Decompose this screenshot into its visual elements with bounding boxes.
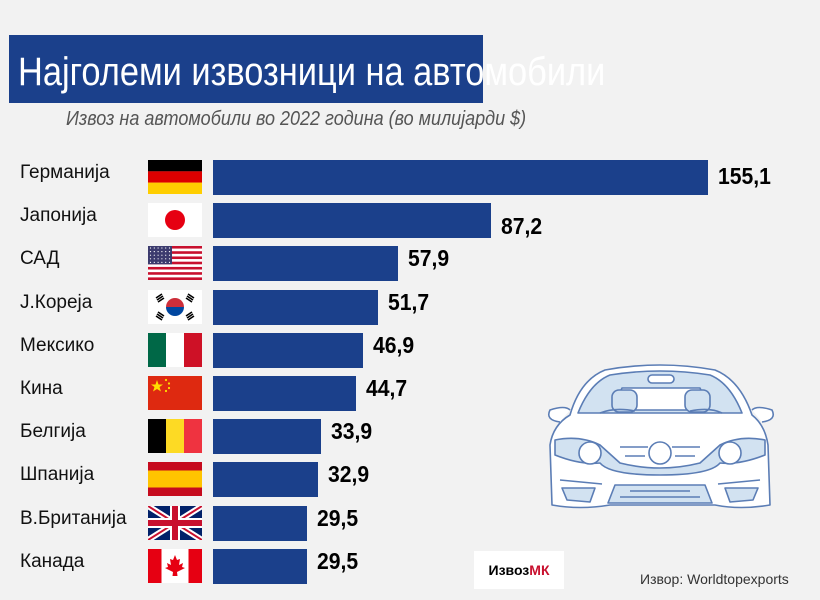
country-label: Кина [20, 378, 63, 399]
data-label: 29,5 [317, 547, 359, 574]
country-label: Шпанија [20, 464, 95, 486]
data-label: 51,7 [388, 288, 430, 315]
data-label: 46,9 [372, 331, 414, 358]
bar [213, 376, 356, 411]
logo-text: Извоз [488, 562, 530, 578]
data-label: 57,9 [407, 245, 449, 272]
chart-subtitle: Извоз на автомобили во 2022 година (во м… [66, 108, 527, 130]
bar [213, 462, 318, 498]
bar [213, 246, 398, 282]
car-icon [547, 364, 775, 509]
mexico-flag-icon [148, 332, 202, 367]
data-label: 33,9 [331, 418, 373, 445]
country-label: Канада [20, 550, 85, 572]
data-label: 87,2 [501, 213, 543, 240]
data-label: 29,5 [317, 504, 359, 531]
spain-flag-icon [148, 462, 202, 497]
bar [213, 548, 308, 584]
germany-flag-icon [148, 160, 202, 194]
bar [213, 332, 363, 368]
country-label: Белгија [20, 421, 86, 443]
canada-flag-icon [148, 548, 202, 583]
country-label: Мексико [20, 334, 95, 356]
data-label: 44,7 [365, 375, 407, 401]
bar [213, 203, 492, 239]
source-note: Извор: Worldtopexports [640, 571, 789, 587]
logo: Извоз МК [474, 551, 564, 589]
bar [213, 505, 308, 541]
country-label: В.Британија [20, 507, 127, 529]
data-label: 155,1 [718, 163, 771, 189]
country-label: Јапонија [20, 205, 97, 227]
logo-accent: МК [529, 562, 550, 578]
bar [213, 160, 708, 195]
uk-flag-icon [148, 505, 202, 540]
bar [213, 289, 378, 325]
country-label: Германија [20, 162, 110, 183]
japan-flag-icon [148, 203, 202, 238]
china-flag-icon [148, 376, 202, 410]
usa-flag-icon [148, 246, 202, 281]
bar [213, 419, 322, 455]
data-label: 32,9 [328, 461, 370, 488]
country-label: Ј.Кореја [20, 291, 93, 313]
chart-title: Најголеми извозници на автомобили [18, 50, 606, 94]
country-label: САД [20, 248, 60, 270]
title-banner [9, 35, 483, 103]
south-korea-flag-icon [148, 289, 202, 324]
belgium-flag-icon [148, 419, 202, 454]
